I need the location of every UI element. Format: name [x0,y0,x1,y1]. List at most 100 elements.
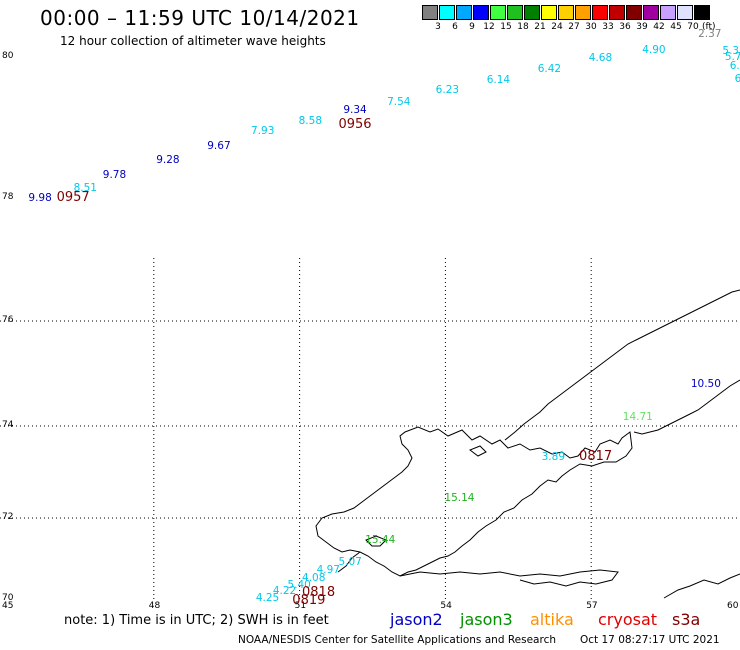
scale-swatch [473,5,489,20]
scale-swatch [439,5,455,20]
coastline-north-island [504,289,740,441]
wave-height-value: 9.98 [28,192,52,205]
scale-swatch [422,5,438,20]
scale-swatch [626,5,642,20]
wave-height-value: 5.36 [722,45,740,58]
scale-label: 6 [452,22,458,32]
satellite-legend-item: cryosat [598,610,658,629]
scale-swatch [541,5,557,20]
scale-label: 21 [534,22,546,32]
wave-height-value: 6.42 [537,62,562,75]
scale-label: 12 [483,22,495,32]
wave-height-value: 6.23 [435,83,460,96]
wave-height-value: 3.89 [541,451,566,464]
coastline-novaya-zemlya [315,289,740,599]
wave-height-value: 5.07 [338,555,362,568]
satellite-legend-item: jason3 [460,610,513,629]
latitude-label: 78 [2,192,14,202]
coastline-mainland-right [663,573,740,599]
scale-swatch [507,5,523,20]
scale-label: 27 [568,22,580,32]
longitude-label: 48 [148,601,161,611]
note-text: note: 1) Time is in UTC; 2) SWH is in fe… [64,613,329,628]
wave-height-value: 15.44 [365,534,396,547]
longitude-label: 60 [727,601,739,611]
scale-swatch [524,5,540,20]
wave-height-value: 8.58 [298,114,323,127]
scale-label: 42 [653,22,665,32]
wave-height-value: 9.78 [102,169,127,182]
longitude-label: 54 [440,601,452,611]
scale-label: 15 [500,22,512,32]
latitude-label: 70 [2,592,14,603]
scale-label: 30 [585,22,597,32]
latitude-label: 72 [2,512,14,522]
scale-swatch [677,5,693,20]
scale-swatch [575,5,591,20]
pass-time-label: 0957 [56,190,90,205]
wave-height-value: 6.14 [486,73,511,86]
scale-swatch [490,5,506,20]
credit-text: NOAA/NESDIS Center for Satellite Applica… [238,634,556,646]
wave-height-value: 10.50 [690,377,721,390]
wave-height-value: 6.0 [729,59,740,72]
longitude-label: 57 [586,601,598,611]
longitude-label: 51 [294,601,307,611]
scale-label: 9 [469,22,475,32]
scale-swatch [592,5,608,20]
scale-swatch [456,5,472,20]
wave-height-value: 9.28 [156,154,180,167]
wave-height-value: 6. [734,72,740,85]
wave-height-value: 4.90 [642,44,666,57]
scale-label: 70 [687,22,699,32]
scale-swatch [643,5,659,20]
scale-label: 33 [602,22,614,32]
latitude-label: 76 [2,315,14,325]
scale-label: 45 [670,22,682,32]
scale-swatch [558,5,574,20]
scale-unit-label: (ft) [702,22,716,32]
scale-swatch [660,5,676,20]
wave-height-value: 9.67 [207,139,231,152]
satellite-legend-item: altika [530,610,574,629]
pass-time-label: 0818 [302,585,336,601]
wave-height-value: 9.34 [343,104,367,117]
wave-height-value: 4.08 [302,572,326,584]
wave-height-value: 4.25 [255,591,280,604]
wave-height-value: 7.93 [251,124,275,137]
wave-height-value: 4.97 [316,564,340,577]
pass-time-label: 0817 [579,449,613,465]
wave-height-value: 5.78 [724,51,740,64]
map-title: 00:00 – 11:59 UTC 10/14/2021 [40,6,360,30]
wave-height-value: 2.37 [698,28,722,41]
scale-label: 39 [636,22,648,32]
scale-swatch [609,5,625,20]
pass-time-label: 0956 [338,116,372,132]
scale-label: 24 [551,22,563,32]
coastline-south-island [315,426,633,577]
longitude-label: 45 [2,601,14,611]
latitude-label: 74 [2,420,14,430]
wave-height-value: 8.51 [73,181,97,194]
wave-height-value: 15.14 [444,491,475,504]
satellite-legend-item: jason2 [390,610,443,629]
pass-time-label: 0819 [292,593,326,608]
generated-timestamp: Oct 17 08:27:17 UTC 2021 [580,634,720,646]
wave-height-value: 4.22 [272,585,297,598]
scale-label: 36 [619,22,631,32]
scale-label: 18 [517,22,529,32]
scale-swatch [694,5,710,20]
scale-label: 3 [435,22,441,32]
latitude-label: 80 [2,51,14,61]
coastline-mainland-east [399,569,619,587]
wave-height-value: 4.68 [588,52,613,65]
satellite-legend-item: s3a [672,610,701,629]
map-subtitle: 12 hour collection of altimeter wave hei… [60,34,326,48]
wave-height-value: 5.40 [287,578,311,591]
coastline-islets [337,445,487,573]
wave-height-value: 7.54 [387,95,411,108]
wave-height-value: 14.71 [622,411,653,424]
graticule-grid [0,258,740,601]
coastline-north-island-east [633,379,740,435]
